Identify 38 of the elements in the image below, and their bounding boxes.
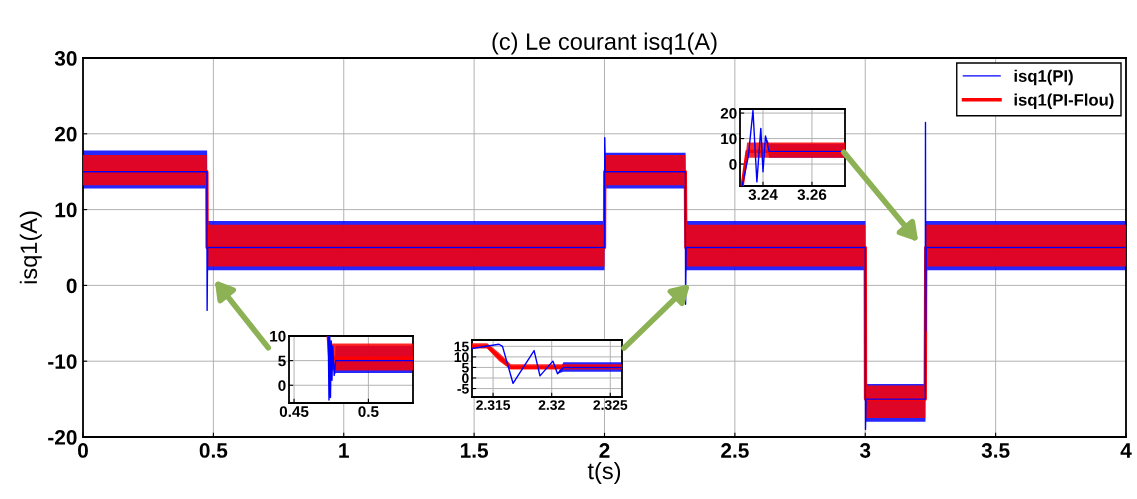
y-tick-label: 20 [720, 107, 737, 119]
x-tick-label: 0 [78, 443, 88, 458]
y-tick-label: 5 [278, 355, 286, 367]
x-tick-label: 3 [859, 443, 871, 458]
x-tick-label: 0.5 [199, 443, 228, 458]
y-tick-label: -5 [457, 384, 469, 394]
y-tick-label: -10 [48, 354, 77, 369]
x-tick-label: 1 [339, 443, 349, 458]
x-tick-label: 2.325 [593, 400, 628, 410]
chart-title: (c) Le courant isq1(A) [492, 32, 717, 55]
y-tick-label: 0 [462, 373, 469, 384]
legend-label: isq1(PI) [1014, 69, 1073, 86]
y-tick-label: 20 [55, 126, 77, 142]
x-axis-title: t(s) [587, 461, 621, 484]
x-tick-label: 2.32 [538, 400, 565, 410]
x-tick-label: 2.315 [476, 400, 511, 410]
x-tick-label: 4 [1120, 443, 1132, 458]
y-tick-label: 10 [454, 352, 469, 363]
y-tick-label: 15 [454, 341, 469, 352]
y-tick-label: 30 [54, 51, 77, 66]
y-tick-label: 10 [721, 133, 737, 145]
x-tick-label: 3.24 [748, 189, 778, 201]
y-axis-title: isq1(A) [19, 211, 42, 284]
y-tick-label: 0 [729, 158, 737, 170]
x-tick-label: 1.5 [460, 443, 489, 458]
x-tick-label: 3.5 [981, 443, 1010, 458]
x-tick-label: 2 [599, 443, 610, 458]
y-tick-label: 0 [66, 278, 77, 294]
x-tick-label: 0.5 [358, 406, 379, 417]
y-tick-label: 10 [55, 202, 77, 218]
y-tick-label: -20 [48, 430, 77, 445]
y-tick-label: 5 [461, 362, 469, 373]
x-tick-label: 3.26 [797, 189, 827, 201]
legend-label: isq1(PI-Flou) [1014, 93, 1114, 110]
x-tick-label: 0.45 [279, 406, 309, 417]
x-tick-label: 2.5 [721, 443, 749, 458]
y-tick-label: 10 [270, 330, 286, 342]
y-tick-label: 0 [278, 380, 286, 391]
